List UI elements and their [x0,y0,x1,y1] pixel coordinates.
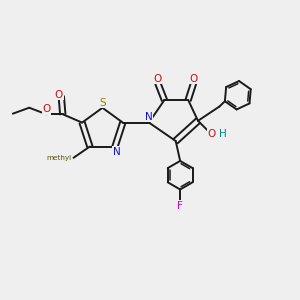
Text: H: H [219,129,227,139]
Text: O: O [189,74,198,84]
Text: F: F [177,201,183,211]
Text: O: O [154,74,162,84]
Text: O: O [208,129,216,139]
Text: N: N [145,112,153,122]
Text: O: O [55,90,63,100]
Text: O: O [42,104,51,114]
Text: S: S [99,98,106,108]
Text: methyl: methyl [46,155,71,161]
Text: N: N [112,147,120,157]
